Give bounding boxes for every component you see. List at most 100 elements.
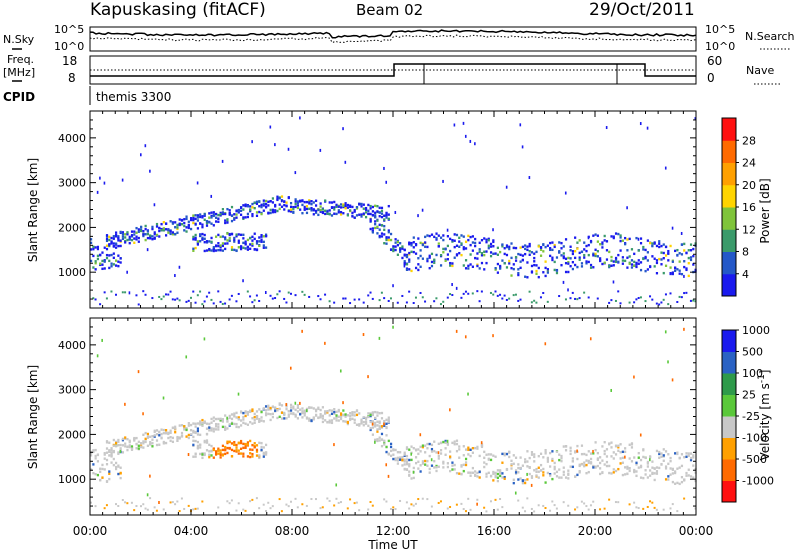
echo-cell	[467, 234, 470, 238]
colorbar-tick-label: 20	[742, 179, 756, 192]
echo-cell	[155, 443, 159, 447]
echo-cell	[628, 262, 631, 265]
echo-cell	[324, 341, 326, 345]
echo-cell	[646, 251, 649, 254]
echo-cell	[485, 240, 488, 244]
echo-cell	[199, 420, 202, 423]
echo-cell	[408, 242, 411, 245]
echo-cell	[494, 474, 497, 477]
echo-cell	[671, 467, 674, 471]
echo-cell	[639, 433, 642, 437]
echo-cell	[562, 245, 565, 248]
echo-cell	[585, 463, 588, 467]
echo-cell	[685, 267, 688, 270]
echo-cell	[128, 235, 131, 239]
echo-cell	[203, 249, 206, 253]
echo-cell	[544, 274, 547, 278]
echo-cell	[439, 441, 443, 445]
echo-cell	[217, 452, 220, 455]
echo-cell	[451, 294, 454, 297]
echo-cell	[142, 433, 145, 437]
echo-cell	[533, 263, 536, 267]
echo-cell	[108, 454, 111, 457]
echo-cell	[419, 433, 422, 437]
echo-cell	[269, 406, 272, 410]
echo-cell	[230, 205, 234, 209]
echo-cell	[235, 416, 238, 419]
echo-cell	[555, 475, 559, 478]
echo-cell	[594, 252, 597, 256]
echo-cell	[667, 478, 670, 481]
echo-cell	[312, 213, 315, 216]
echo-cell	[92, 471, 95, 475]
echo-cell	[483, 268, 486, 271]
echo-cell	[351, 211, 354, 215]
echo-cell	[271, 297, 274, 300]
echo-cell	[183, 221, 186, 225]
echo-cell	[299, 401, 301, 405]
echo-cell	[624, 259, 627, 263]
echo-cell	[408, 260, 411, 263]
echo-cell	[239, 247, 243, 251]
echo-cell	[96, 354, 99, 358]
echo-cell	[108, 254, 111, 257]
echo-cell	[487, 244, 490, 248]
echo-cell	[117, 239, 120, 242]
echo-cell	[658, 466, 661, 470]
echo-cell	[433, 459, 436, 463]
echo-cell	[405, 263, 409, 266]
echo-cell	[430, 260, 434, 264]
echo-cell	[244, 410, 247, 413]
echo-cell	[308, 200, 311, 204]
echo-cell	[674, 452, 677, 455]
echo-cell	[103, 260, 106, 263]
echo-cell	[455, 471, 459, 475]
echo-cell	[249, 452, 252, 455]
echo-cell	[239, 213, 243, 216]
freq-tick-bottom: 8	[68, 71, 76, 85]
echo-cell	[285, 405, 288, 408]
echo-cell	[392, 506, 395, 509]
echo-cell	[380, 232, 384, 235]
echo-cell	[287, 413, 290, 416]
echo-cell	[178, 299, 181, 302]
echo-cell	[624, 242, 627, 246]
echo-cell	[226, 446, 229, 450]
echo-cell	[287, 415, 290, 418]
echo-cell	[528, 250, 531, 253]
echo-cell	[242, 216, 245, 219]
echo-cell	[230, 413, 234, 416]
echo-cell	[651, 298, 654, 301]
echo-cell	[378, 206, 381, 210]
echo-cell	[664, 245, 668, 249]
echo-cell	[369, 428, 372, 432]
echo-cell	[378, 299, 381, 302]
echo-cell	[455, 442, 459, 446]
echo-cell	[592, 234, 595, 237]
echo-cell	[146, 248, 149, 252]
echo-cell	[462, 264, 465, 267]
echo-cell	[451, 283, 453, 287]
echo-cell	[167, 436, 170, 440]
echo-cell	[214, 220, 218, 223]
echo-cell	[560, 241, 563, 245]
echo-cell	[169, 439, 172, 443]
echo-cell	[249, 420, 252, 424]
echo-cell	[99, 467, 102, 470]
echo-cell	[389, 232, 393, 236]
echo-cell	[442, 251, 445, 254]
echo-cell	[362, 301, 365, 304]
echo-cell	[455, 233, 459, 237]
echo-cell	[137, 447, 140, 450]
echo-cell	[624, 236, 627, 240]
echo-cell	[467, 446, 470, 449]
echo-cell	[144, 437, 147, 441]
echo-cell	[646, 268, 649, 271]
echo-cell	[276, 409, 279, 412]
echo-cell	[185, 428, 188, 432]
echo-cell	[203, 421, 206, 424]
echo-cell	[676, 467, 679, 470]
echo-cell	[246, 455, 250, 458]
echo-cell	[324, 212, 327, 216]
echo-cell	[337, 408, 340, 412]
